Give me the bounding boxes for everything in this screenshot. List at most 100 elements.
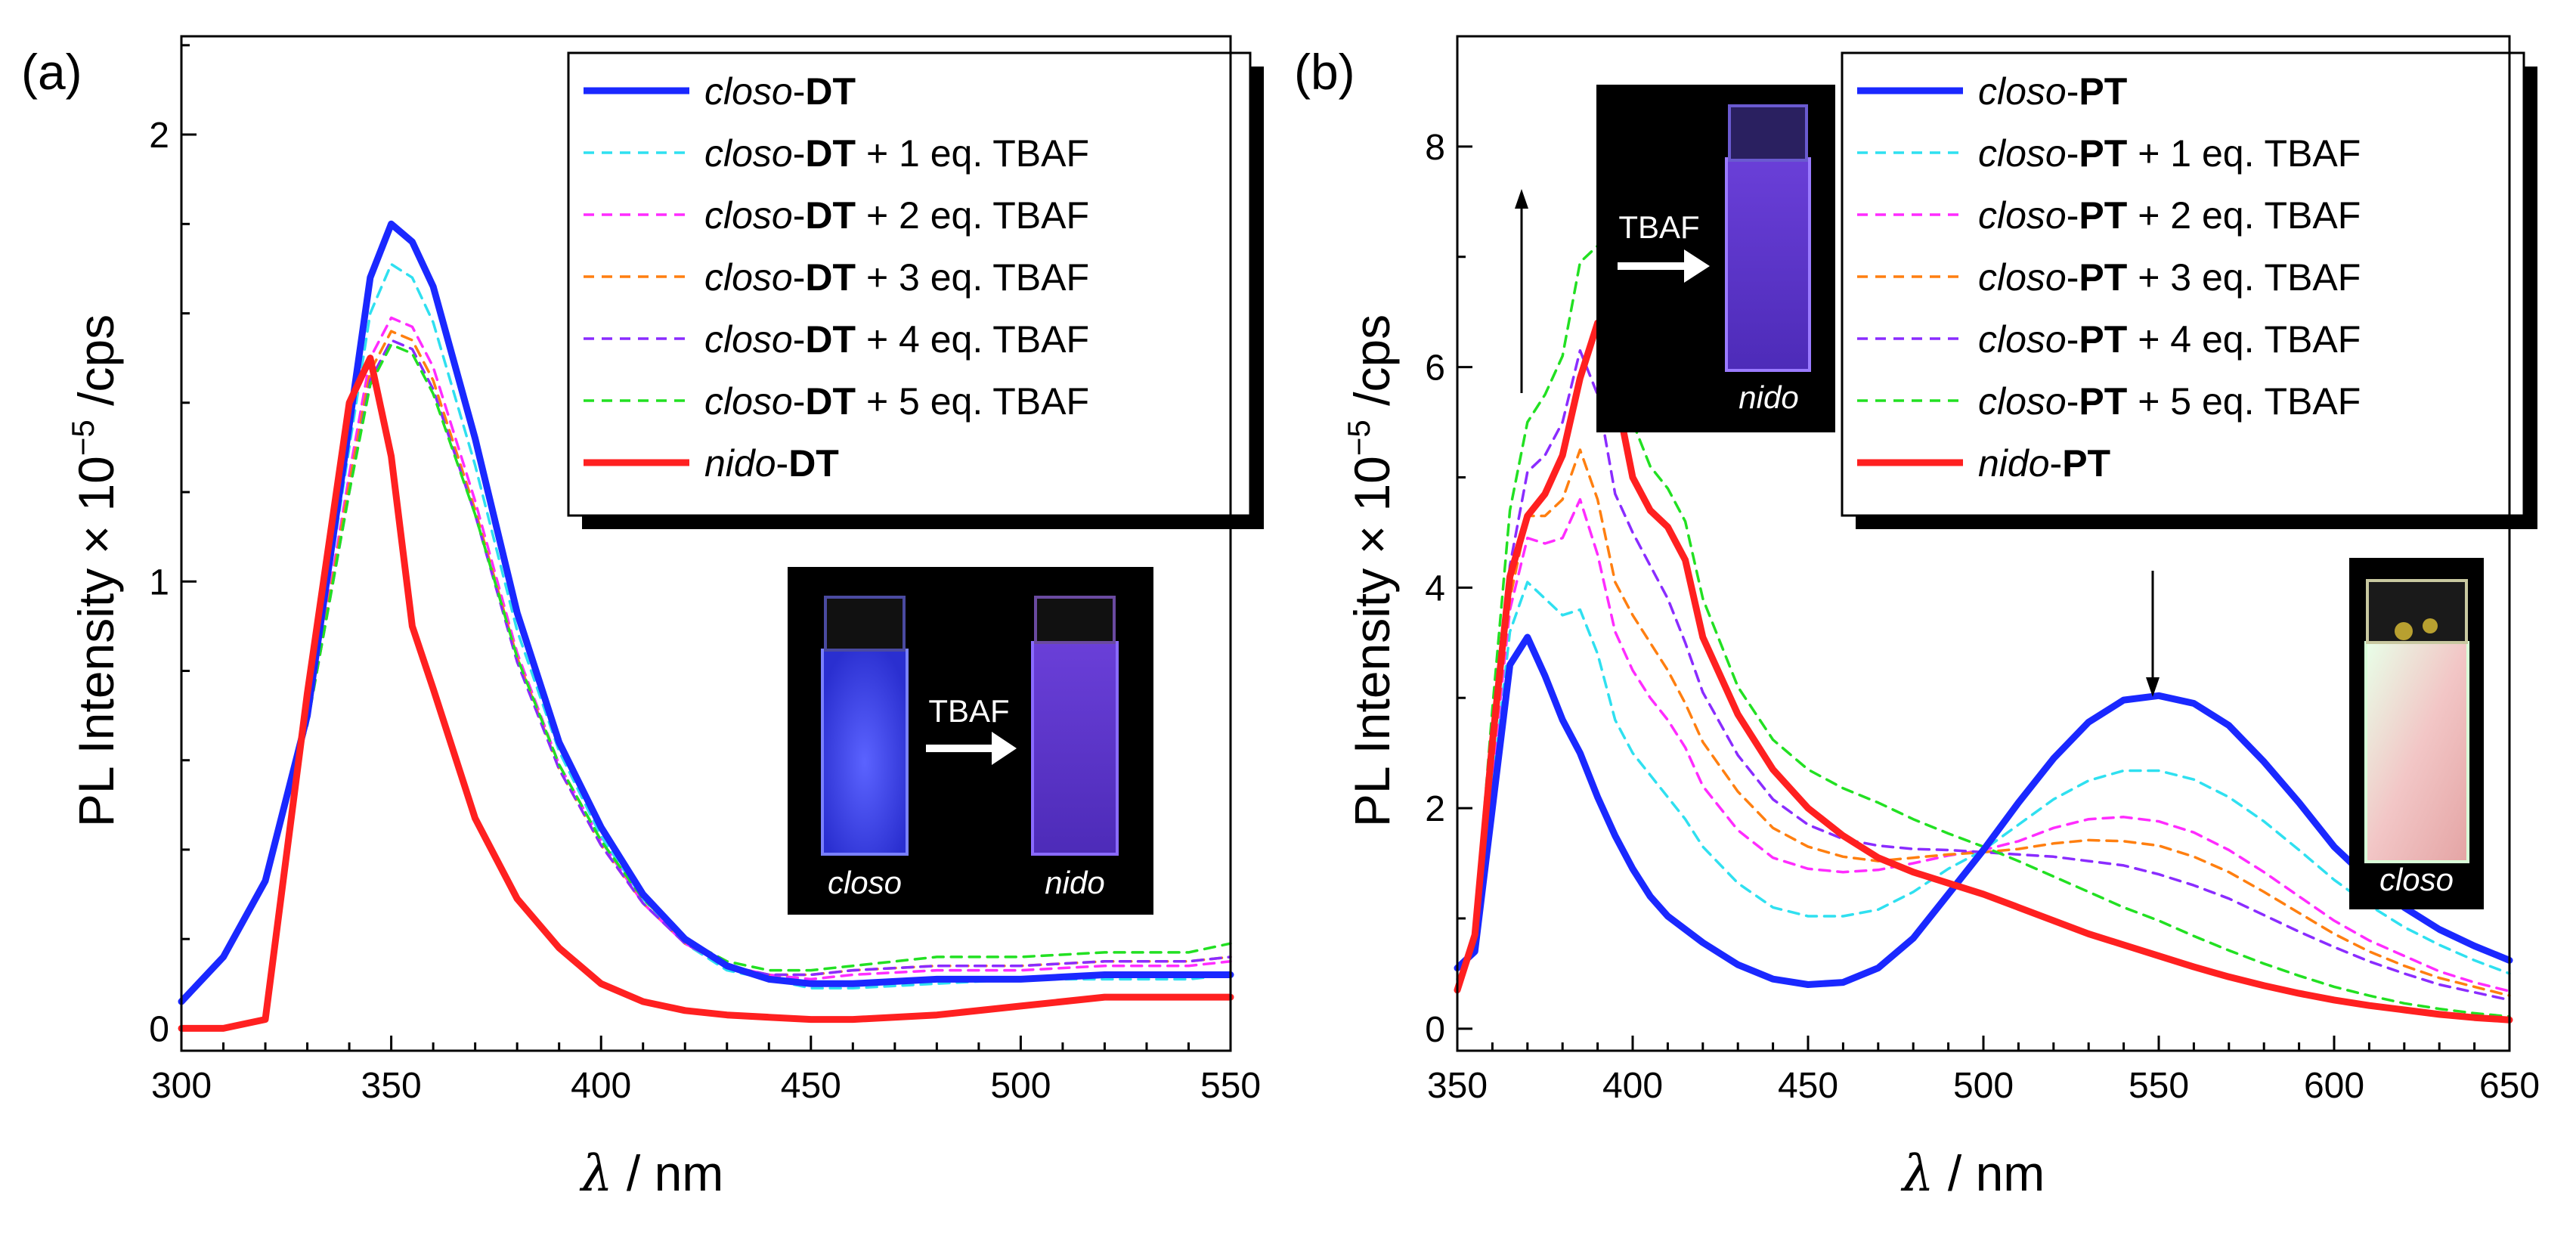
x-tick-label: 550: [1200, 1066, 1261, 1106]
y-tick-label: 8: [1425, 128, 1445, 168]
panel-b-ticks: 350 400 450 500 550 600 650 0 2 4 6 8: [1425, 35, 2540, 1106]
y-tick-label: 0: [1425, 1010, 1445, 1050]
panel-b-x-axis-title: λ / nm: [1900, 1144, 2045, 1203]
panel-a: (a) PL Intensity × 10−5 /cps λ / nm 300 3…: [21, 35, 1264, 1203]
legend-label: closo-DT + 1 eq. TBAF: [704, 132, 1089, 175]
panel-a-inset-nido-label: nido: [1045, 865, 1104, 900]
panel-b-plot-frame: [1456, 35, 2511, 1052]
series-line: [1456, 497, 2511, 993]
panel-a-inset-arrowhead: [992, 732, 1017, 765]
legend-label-bold: DT: [805, 70, 856, 113]
legend-label-italic: closo: [704, 256, 793, 299]
legend-label: nido-PT: [1978, 442, 2110, 485]
y-tick-label: 2: [1425, 789, 1445, 829]
legend-label-italic: closo: [1978, 70, 2067, 113]
series-line: [1456, 244, 2511, 1018]
legend-label-hyphen: -: [2067, 318, 2079, 361]
panel-b-inset-closo-label: closo: [2379, 862, 2454, 897]
panel-b-closo-vial-bubble: [2395, 622, 2413, 640]
panel-a-legend-box: [567, 51, 1252, 517]
legend-label-italic: closo: [1978, 194, 2067, 237]
x-tick-label: 550: [2129, 1066, 2189, 1106]
panel-b-closo-vial: [2364, 641, 2469, 863]
y-tick-label: 6: [1425, 348, 1445, 389]
legend-label-bold: PT: [2079, 70, 2127, 113]
panel-b-inset-arrowhead: [1684, 249, 1710, 283]
panel-a-plot-frame: [180, 35, 1232, 1052]
legend-label-hyphen: -: [2067, 132, 2079, 175]
legend-label-bold: PT: [2079, 132, 2127, 175]
legend-label-italic: closo: [704, 194, 793, 237]
y-tick-label: 1: [149, 562, 169, 602]
x-tick-label: 400: [571, 1066, 631, 1106]
legend-label: closo-DT + 4 eq. TBAF: [704, 318, 1089, 361]
legend-label: closo-PT + 5 eq. TBAF: [1978, 380, 2361, 423]
legend-label-hyphen: -: [793, 380, 806, 423]
legend-label-bold: PT: [2079, 256, 2127, 299]
series-line: [1456, 348, 2511, 1002]
panel-a-nido-vial-cap: [1034, 596, 1116, 644]
series-line: [1454, 633, 2513, 988]
y-tick-label: 0: [149, 1009, 169, 1049]
legend-label-suffix: + 3 eq. TBAF: [856, 256, 1089, 299]
legend-label-bold: DT: [805, 194, 856, 237]
x-tick-label: 650: [2479, 1066, 2540, 1106]
x-tick-label: 350: [1427, 1066, 1488, 1106]
panel-b-label: (b): [1294, 44, 1355, 100]
panel-a-series-lines: [178, 220, 1234, 1032]
legend-label-hyphen: -: [2050, 442, 2063, 485]
legend-label-bold: PT: [2062, 442, 2110, 485]
x-tick-label: 500: [990, 1066, 1051, 1106]
panel-a-y-axis-title: PL Intensity × 10−5 /cps: [65, 314, 124, 827]
x-tick-label: 300: [151, 1066, 212, 1106]
legend-label-italic: nido: [1978, 442, 2050, 485]
panel-b-nido-vial-cap: [1728, 104, 1808, 162]
panel-b-nido-vial: [1725, 157, 1811, 372]
legend-label: closo-PT + 4 eq. TBAF: [1978, 318, 2361, 361]
legend-label-bold: DT: [805, 256, 856, 299]
panel-a-closo-vial: [821, 649, 909, 856]
legend-label-italic: closo: [704, 70, 793, 113]
panel-a-closo-vial-cap: [824, 596, 906, 652]
legend-label-hyphen: -: [776, 442, 789, 485]
legend-label: closo-PT + 2 eq. TBAF: [1978, 194, 2361, 237]
panel-a-inset-arrow-label: TBAF: [928, 693, 1009, 729]
legend-label-italic: closo: [1978, 256, 2067, 299]
y-tick-label: 2: [149, 116, 169, 156]
legend-label-bold: DT: [788, 442, 839, 485]
legend-label-hyphen: -: [2067, 194, 2079, 237]
panel-a-inset-closo-label: closo: [828, 865, 902, 900]
panel-b-nido-inset: TBAF nido: [1596, 85, 1835, 432]
legend-label-italic: closo: [704, 380, 793, 423]
legend-label-suffix: + 5 eq. TBAF: [856, 380, 1089, 423]
panel-b-inset-nido-label: nido: [1738, 379, 1798, 415]
legend-label: closo-PT + 3 eq. TBAF: [1978, 256, 2361, 299]
legend-label-italic: nido: [704, 442, 776, 485]
panel-a-nido-vial: [1031, 641, 1119, 856]
legend-label-hyphen: -: [793, 194, 806, 237]
legend-label: closo-DT: [704, 70, 856, 113]
legend-label-italic: closo: [1978, 380, 2067, 423]
panel-a-inset-photo: TBAF closo nido: [788, 567, 1153, 915]
panel-b-closo-vial-bubble: [2423, 618, 2438, 633]
legend-label: closo-DT + 5 eq. TBAF: [704, 380, 1089, 423]
x-tick-label: 350: [361, 1066, 422, 1106]
legend-label: closo-DT + 2 eq. TBAF: [704, 194, 1089, 237]
legend-label-hyphen: -: [793, 318, 806, 361]
legend-label-italic: closo: [1978, 132, 2067, 175]
legend-label-hyphen: -: [793, 256, 806, 299]
series-line: [1456, 581, 2511, 980]
legend-label-italic: closo: [704, 318, 793, 361]
legend-label: closo-DT + 3 eq. TBAF: [704, 256, 1089, 299]
series-line: [1454, 319, 2513, 1024]
panel-b: (b) PL Intensity × 10−5 /cps λ / nm 350 4…: [1294, 35, 2540, 1203]
legend-label-bold: PT: [2079, 380, 2127, 423]
series-line: [180, 343, 1232, 1003]
series-line: [178, 355, 1234, 1032]
legend-label-hyphen: -: [793, 132, 806, 175]
x-tick-label: 450: [1778, 1066, 1838, 1106]
series-line: [1456, 448, 2511, 997]
